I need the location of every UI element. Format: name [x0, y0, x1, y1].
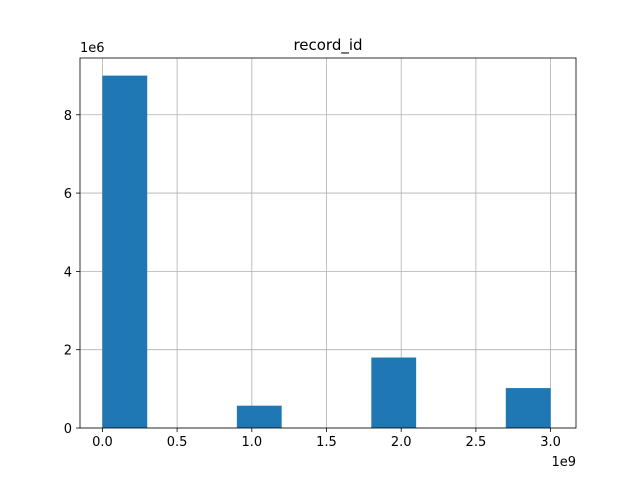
y-tick-label: 4	[64, 265, 72, 280]
axis-ticks: 0.0 0.5 1.0 1.5 2.0 2.5 3.0 0 2 4 6 8	[64, 109, 561, 450]
x-tick-label: 1.5	[316, 435, 337, 450]
y-offset-label: 1e6	[80, 41, 105, 56]
x-tick-label: 0.0	[92, 435, 113, 450]
histogram-bars	[102, 75, 551, 428]
x-offset-label: 1e9	[551, 455, 576, 470]
y-tick-label: 6	[64, 187, 72, 202]
histogram-bar	[505, 388, 551, 428]
x-tick-label: 2.5	[466, 435, 487, 450]
x-tick-label: 3.0	[540, 435, 561, 450]
y-tick-label: 8	[64, 109, 72, 124]
x-tick-label: 0.5	[167, 435, 188, 450]
x-tick-label: 1.0	[241, 435, 262, 450]
plot-area	[80, 58, 576, 428]
y-tick-label: 0	[64, 422, 72, 437]
histogram-bar	[371, 357, 417, 428]
histogram-bar	[236, 405, 282, 428]
y-tick-label: 2	[64, 344, 72, 359]
histogram-bar	[102, 75, 148, 428]
axes-frame	[79, 57, 577, 429]
chart-title: record_id	[293, 36, 362, 55]
x-tick-label: 2.0	[391, 435, 412, 450]
